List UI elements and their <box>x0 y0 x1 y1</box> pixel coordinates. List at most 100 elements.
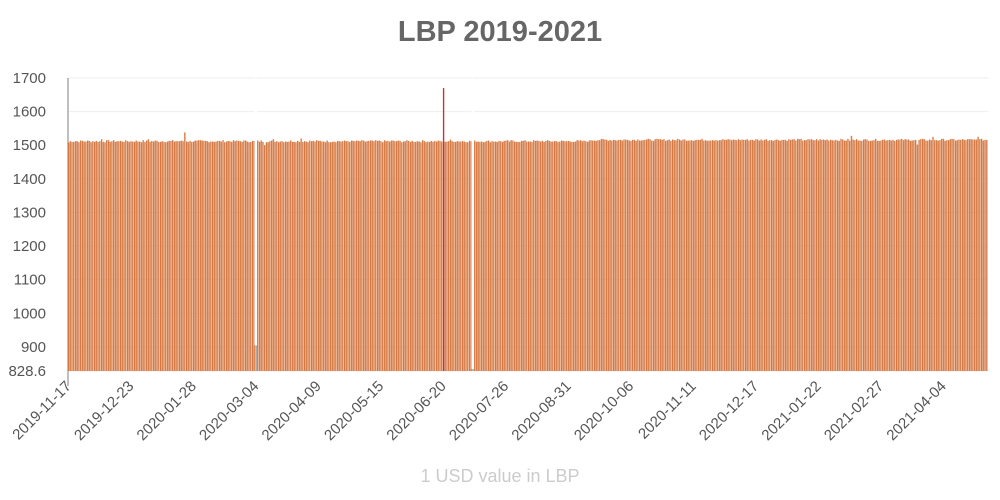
bar[interactable] <box>904 139 907 371</box>
bar[interactable] <box>974 139 976 371</box>
bar[interactable] <box>170 140 172 371</box>
bar[interactable] <box>819 139 821 371</box>
bar[interactable] <box>311 141 313 371</box>
bar[interactable] <box>788 139 790 371</box>
bar[interactable] <box>668 139 670 371</box>
bar[interactable] <box>208 142 210 371</box>
bar[interactable] <box>970 139 972 371</box>
bar[interactable] <box>779 140 782 371</box>
bar[interactable] <box>220 141 223 371</box>
bar[interactable] <box>774 139 776 371</box>
bar[interactable] <box>319 140 322 371</box>
bar[interactable] <box>307 142 309 371</box>
bar[interactable] <box>685 140 688 371</box>
bar[interactable] <box>125 140 127 371</box>
bar[interactable] <box>637 139 639 371</box>
bar[interactable] <box>821 139 823 371</box>
bar[interactable] <box>767 140 769 371</box>
bar[interactable] <box>97 141 99 371</box>
bar[interactable] <box>559 141 561 371</box>
bar[interactable] <box>840 138 842 371</box>
bar[interactable] <box>477 141 479 371</box>
bar[interactable] <box>283 142 285 371</box>
bar[interactable] <box>324 142 327 371</box>
bar[interactable] <box>222 140 224 371</box>
bar[interactable] <box>956 140 959 371</box>
bar[interactable] <box>897 139 900 371</box>
bar[interactable] <box>814 140 816 371</box>
bar[interactable] <box>458 141 460 371</box>
bar[interactable] <box>114 141 117 371</box>
bar[interactable] <box>153 141 155 371</box>
bar[interactable] <box>942 138 945 371</box>
bar[interactable] <box>961 139 964 371</box>
bar[interactable] <box>625 139 627 371</box>
bar[interactable] <box>432 141 434 371</box>
bar[interactable] <box>356 140 358 371</box>
bar[interactable] <box>409 141 412 371</box>
bar[interactable] <box>408 140 410 371</box>
bar[interactable] <box>107 140 110 371</box>
bar[interactable] <box>212 141 214 371</box>
bar[interactable] <box>199 140 202 371</box>
bar[interactable] <box>734 139 736 371</box>
bar[interactable] <box>769 140 771 371</box>
bar[interactable] <box>278 142 280 371</box>
bar[interactable] <box>873 140 875 371</box>
bar[interactable] <box>350 140 353 371</box>
bar[interactable] <box>885 140 887 371</box>
bar[interactable] <box>253 140 256 371</box>
bar[interactable] <box>201 140 203 371</box>
bar[interactable] <box>333 141 335 371</box>
bar[interactable] <box>482 142 485 371</box>
bar[interactable] <box>724 139 726 371</box>
bar[interactable] <box>906 139 908 371</box>
bar[interactable] <box>338 141 341 371</box>
bar[interactable] <box>647 138 650 371</box>
bar[interactable] <box>521 140 523 371</box>
bar[interactable] <box>604 139 606 371</box>
bar[interactable] <box>899 139 901 371</box>
bar[interactable] <box>88 140 91 371</box>
bar[interactable] <box>250 141 252 371</box>
bar[interactable] <box>120 140 122 371</box>
bar[interactable] <box>798 139 801 371</box>
bar[interactable] <box>965 140 967 371</box>
bar[interactable] <box>781 139 783 371</box>
bar[interactable] <box>661 139 663 371</box>
bar[interactable] <box>554 141 556 371</box>
bar[interactable] <box>630 140 632 371</box>
bar[interactable] <box>106 140 108 371</box>
bar[interactable] <box>682 139 684 371</box>
bar[interactable] <box>915 139 917 371</box>
bar[interactable] <box>684 139 686 371</box>
bar[interactable] <box>255 345 257 371</box>
bar[interactable] <box>78 142 80 371</box>
bar[interactable] <box>517 141 519 371</box>
bar[interactable] <box>618 139 620 371</box>
bar[interactable] <box>864 139 867 371</box>
bar[interactable] <box>503 140 506 371</box>
bar[interactable] <box>762 140 764 371</box>
bar[interactable] <box>772 140 775 371</box>
bar[interactable] <box>750 139 752 371</box>
bar[interactable] <box>147 139 150 371</box>
bar[interactable] <box>826 139 828 371</box>
bar[interactable] <box>241 141 243 371</box>
bar[interactable] <box>357 140 360 371</box>
bar[interactable] <box>790 139 792 371</box>
bar[interactable] <box>74 141 77 371</box>
bar[interactable] <box>257 140 259 371</box>
bar[interactable] <box>526 141 528 371</box>
bar[interactable] <box>243 140 245 371</box>
bar[interactable] <box>833 140 835 371</box>
bar[interactable] <box>364 141 367 371</box>
bar[interactable] <box>474 140 476 371</box>
bar[interactable] <box>281 141 283 371</box>
bar[interactable] <box>498 140 500 371</box>
bar[interactable] <box>290 140 292 371</box>
bar[interactable] <box>453 141 455 371</box>
bar[interactable] <box>948 140 950 371</box>
bar[interactable] <box>810 139 813 371</box>
bar[interactable] <box>316 140 318 371</box>
